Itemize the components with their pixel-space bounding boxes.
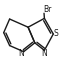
Text: S: S <box>54 29 58 38</box>
Text: Br: Br <box>43 5 51 14</box>
Text: N: N <box>18 49 24 58</box>
Text: N: N <box>41 49 47 58</box>
